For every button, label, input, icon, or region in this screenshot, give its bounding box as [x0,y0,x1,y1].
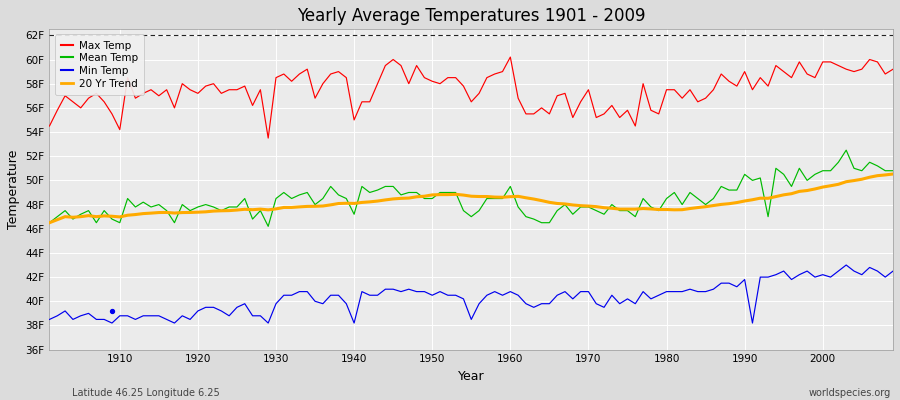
Y-axis label: Temperature: Temperature [7,150,20,229]
Legend: Max Temp, Mean Temp, Min Temp, 20 Yr Trend: Max Temp, Mean Temp, Min Temp, 20 Yr Tre… [55,34,144,95]
Title: Yearly Average Temperatures 1901 - 2009: Yearly Average Temperatures 1901 - 2009 [297,7,645,25]
Point [104,308,119,314]
Text: worldspecies.org: worldspecies.org [809,388,891,398]
Text: Latitude 46.25 Longitude 6.25: Latitude 46.25 Longitude 6.25 [72,388,220,398]
X-axis label: Year: Year [458,370,484,383]
